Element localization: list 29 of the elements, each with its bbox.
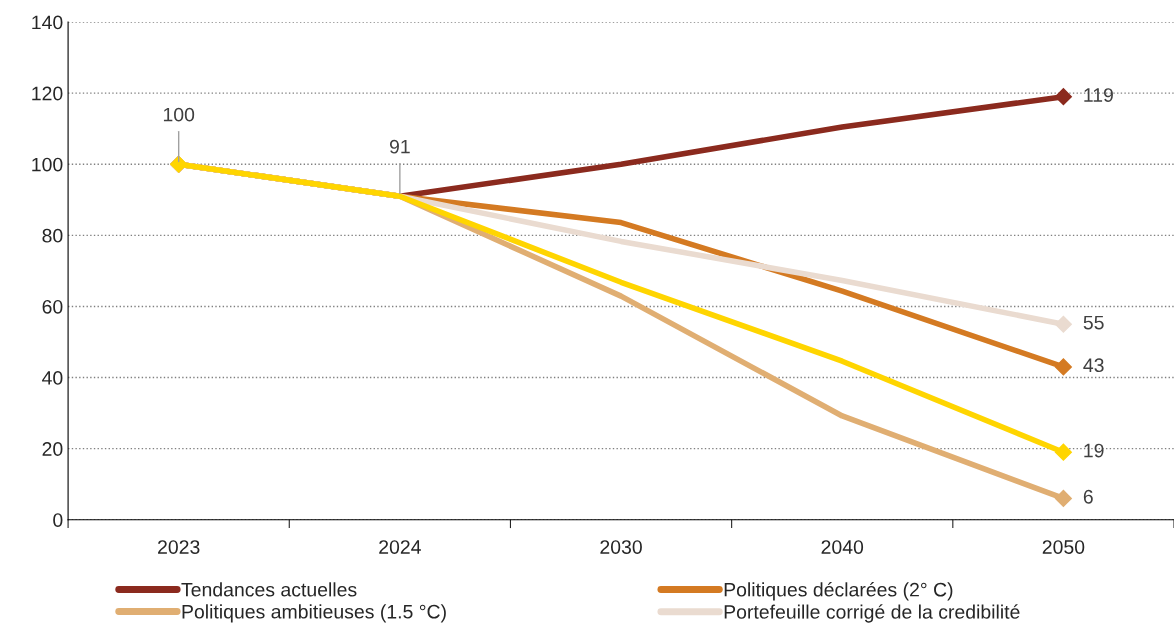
y-tick-label: 60: [42, 299, 63, 314]
x-tick-label: 2024: [379, 540, 421, 554]
legend-label: Politiques ambitieuses (1.5 °C): [182, 604, 446, 623]
legend-label: Politiques déclarées (2° C): [724, 582, 953, 601]
data-label: 43: [1083, 358, 1104, 373]
data-label: 6: [1083, 489, 1093, 504]
point: [1054, 489, 1072, 507]
data-label: 55: [1083, 315, 1104, 330]
data-label: 119: [1084, 88, 1113, 102]
x-tick-label: 2030: [600, 540, 642, 554]
point: [1054, 443, 1072, 461]
data-label: 19: [1084, 443, 1104, 458]
y-tick-label: 100: [32, 157, 63, 172]
legend-label: Portefeuille corrigé de la credibilité: [724, 604, 1020, 623]
y-tick-label: 0: [53, 513, 63, 527]
y-tick-label: 80: [42, 228, 63, 243]
x-tick-label: 2040: [821, 540, 864, 554]
y-tick-label: 140: [32, 15, 63, 30]
point: [1054, 358, 1072, 376]
legend-label: Tendances actuelles: [181, 582, 357, 597]
y-tick-label: 20: [42, 442, 63, 456]
data-label: 91: [389, 139, 410, 154]
x-tick-label: 2023: [158, 540, 200, 554]
point: [1054, 315, 1072, 333]
x-tick-label: 2050: [1042, 540, 1085, 554]
point: [1054, 88, 1072, 106]
data-label: 100: [163, 107, 195, 122]
y-tick-label: 120: [32, 86, 63, 101]
y-tick-label: 40: [42, 371, 63, 385]
